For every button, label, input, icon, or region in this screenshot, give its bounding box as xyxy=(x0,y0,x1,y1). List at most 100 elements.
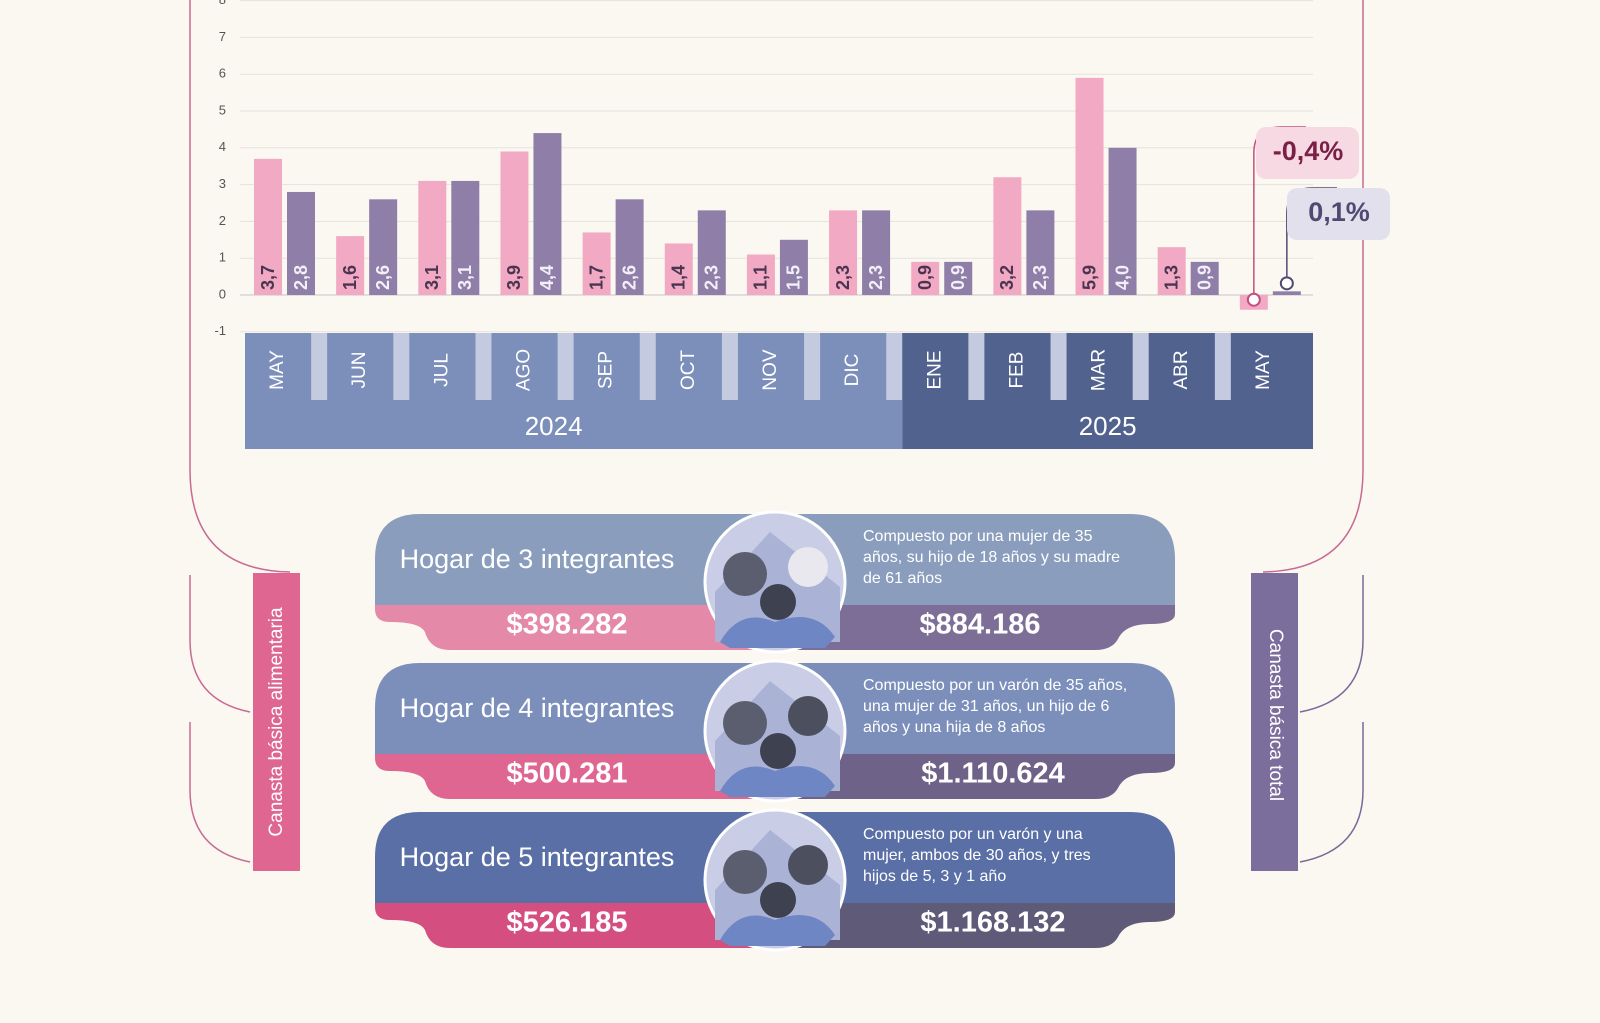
y-tick-label: 6 xyxy=(219,66,226,81)
frame-left xyxy=(189,575,251,863)
value-label: 1,3 xyxy=(1161,265,1181,290)
side-bar-right xyxy=(1251,573,1298,871)
value-label: 4,0 xyxy=(1112,265,1132,290)
illustration-head xyxy=(723,701,767,745)
value-label: 3,7 xyxy=(258,265,278,290)
household-title: Hogar de 4 integrantes xyxy=(400,693,675,723)
illustration-head xyxy=(788,845,828,885)
bar xyxy=(336,236,365,295)
household-description: Compuesto por un varón y una xyxy=(863,826,1083,843)
x-tick-label: FEB xyxy=(1006,352,1027,389)
value-label: 4,4 xyxy=(537,265,557,290)
illustration-head xyxy=(788,547,828,587)
household-description: una mujer de 31 años, un hijo de 6 xyxy=(863,698,1110,715)
y-tick-label: 8 xyxy=(219,0,226,7)
bar xyxy=(993,177,1022,295)
month-separator xyxy=(886,333,903,400)
bar xyxy=(582,232,611,295)
card-food xyxy=(375,903,760,948)
callout-box xyxy=(1287,188,1390,240)
month-separator xyxy=(393,333,410,400)
household-description: hijos de 5, 3 y 1 año xyxy=(863,868,1006,885)
side-label: Canasta básica total xyxy=(1265,629,1286,801)
bar xyxy=(615,199,644,295)
card-food xyxy=(375,605,760,650)
bar xyxy=(697,210,726,295)
y-tick-label: 4 xyxy=(219,139,226,154)
value-label: 2,3 xyxy=(1030,265,1050,290)
household-description: Compuesto por un varón de 35 años, xyxy=(863,677,1127,694)
year-label: 2024 xyxy=(525,411,583,441)
bar xyxy=(829,210,858,295)
bar xyxy=(500,151,529,295)
y-tick-label: 1 xyxy=(219,250,226,265)
bar xyxy=(287,191,315,295)
side-bar-left xyxy=(253,573,300,871)
value-label: 0,9 xyxy=(915,265,935,290)
bar xyxy=(1272,291,1301,295)
value-label: 2,3 xyxy=(866,265,886,290)
frame-right xyxy=(1299,575,1364,863)
year-label: 2025 xyxy=(1079,411,1137,441)
value-label: 2,6 xyxy=(619,265,639,290)
callout-marker xyxy=(1246,292,1261,307)
household-title: Hogar de 3 integrantes xyxy=(400,544,675,574)
bar xyxy=(1026,210,1055,295)
card-food xyxy=(375,754,760,799)
callout-marker xyxy=(1279,276,1294,291)
month-separator xyxy=(475,333,492,400)
value-label: 3,1 xyxy=(455,265,475,290)
illustration-head xyxy=(788,696,828,736)
month-separator xyxy=(968,333,985,400)
bar xyxy=(1108,147,1137,295)
bar xyxy=(746,254,775,295)
value-label: 2,3 xyxy=(702,265,722,290)
value-label: 1,1 xyxy=(751,265,771,290)
month-separator xyxy=(721,333,738,400)
household-description: mujer, ambos de 30 años, y tres xyxy=(863,847,1091,864)
bar xyxy=(451,180,480,295)
household-description: años y una hija de 8 años xyxy=(863,719,1045,736)
bar xyxy=(1190,261,1219,295)
callout-label: 0,1% xyxy=(1308,197,1370,227)
x-tick-label: SEP xyxy=(596,351,617,389)
illustration-head xyxy=(723,552,767,596)
value-label: 1,5 xyxy=(784,265,804,290)
x-tick-label: ABR xyxy=(1171,350,1192,389)
bar xyxy=(1157,247,1186,295)
bar xyxy=(664,243,693,295)
bar xyxy=(862,210,891,295)
y-tick-label: 5 xyxy=(219,102,226,117)
x-tick-label: OCT xyxy=(678,350,699,391)
card-total xyxy=(790,754,1175,799)
x-tick-label: JUN xyxy=(349,352,370,389)
household-title: Hogar de 5 integrantes xyxy=(400,842,675,872)
y-tick-label: -1 xyxy=(214,323,226,338)
value-label: 1,4 xyxy=(669,265,689,290)
food-value: $526.185 xyxy=(507,907,628,939)
x-tick-label: MAY xyxy=(267,350,288,390)
bar xyxy=(779,239,808,295)
side-label: Canasta básica alimentaria xyxy=(266,607,287,837)
bar xyxy=(944,261,973,295)
value-label: 2,3 xyxy=(833,265,853,290)
household-description: de 61 años xyxy=(863,570,942,587)
bar xyxy=(533,133,562,295)
x-tick-label: ENE xyxy=(924,350,945,389)
month-separator xyxy=(639,333,656,400)
month-separator xyxy=(311,333,328,400)
value-label: 3,2 xyxy=(997,265,1017,290)
bar xyxy=(369,199,398,295)
month-separator xyxy=(1050,333,1067,400)
card-total xyxy=(790,605,1175,650)
total-value: $884.186 xyxy=(920,609,1041,641)
illustration-head xyxy=(723,850,767,894)
illustration-head xyxy=(760,882,796,918)
x-tick-label: JUL xyxy=(431,353,452,387)
y-tick-label: 3 xyxy=(219,176,226,191)
illustration-body xyxy=(720,766,835,797)
callout-box xyxy=(1256,127,1359,179)
x-tick-label: AGO xyxy=(514,349,535,391)
month-separator xyxy=(557,333,574,400)
